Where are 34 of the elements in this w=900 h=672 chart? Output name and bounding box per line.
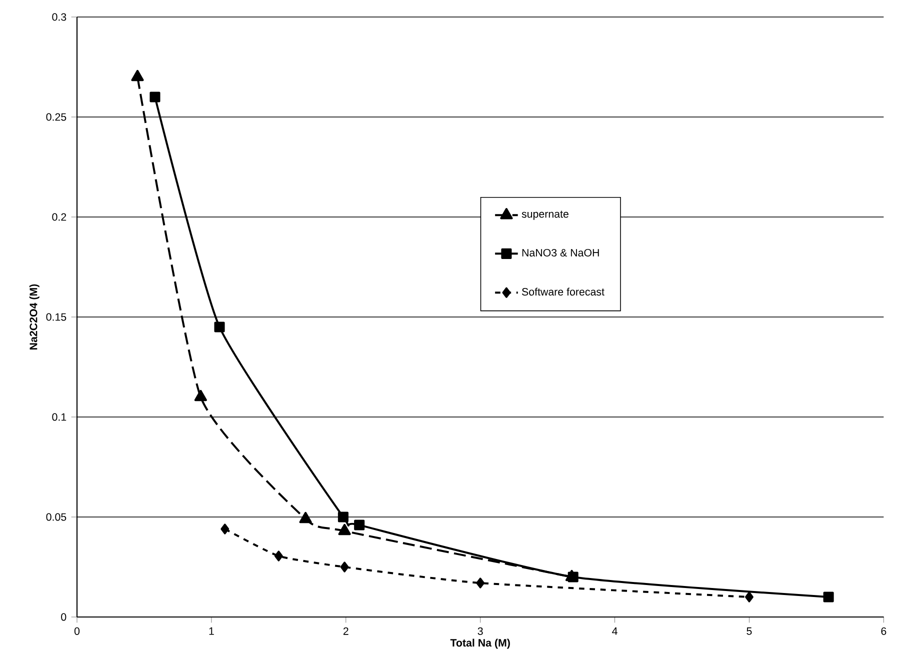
- x-tick-label: 0: [74, 627, 80, 635]
- point: [299, 512, 312, 524]
- y-tick-label: 0.1: [52, 413, 66, 421]
- y-axis-title: Na2C2O4 (M): [29, 284, 40, 350]
- point: [274, 550, 283, 562]
- point: [823, 592, 834, 602]
- point: [338, 512, 348, 522]
- x-tick-label: 4: [612, 627, 618, 635]
- point: [476, 578, 485, 588]
- legend-label: NaNO3 & NaOH: [522, 248, 599, 257]
- point: [131, 70, 144, 82]
- y-tick-label: 0.3: [52, 13, 66, 21]
- x-tick-label: 5: [746, 627, 752, 635]
- legend-label: supernate: [522, 210, 568, 220]
- y-tick-label: 0.15: [46, 313, 66, 321]
- point: [220, 524, 230, 534]
- x-tick-label: 6: [881, 627, 886, 635]
- x-tick-label: 1: [209, 627, 214, 635]
- x-tick-label: 2: [343, 627, 348, 635]
- y-tick-label: 0.2: [52, 213, 66, 221]
- y-tick-label: 0: [61, 613, 66, 621]
- y-tick-label: 0.05: [46, 513, 66, 521]
- point: [745, 592, 754, 602]
- legend-label: Software forecast: [522, 288, 604, 296]
- point: [194, 390, 208, 402]
- y-tick-label: 0.25: [46, 113, 66, 121]
- point: [340, 562, 349, 572]
- point: [568, 572, 578, 582]
- x-tick-label: 3: [478, 627, 483, 635]
- x-axis-title: Total Na (M): [450, 638, 510, 649]
- point: [338, 524, 351, 536]
- point: [150, 92, 160, 102]
- point: [214, 322, 225, 332]
- point: [354, 520, 365, 530]
